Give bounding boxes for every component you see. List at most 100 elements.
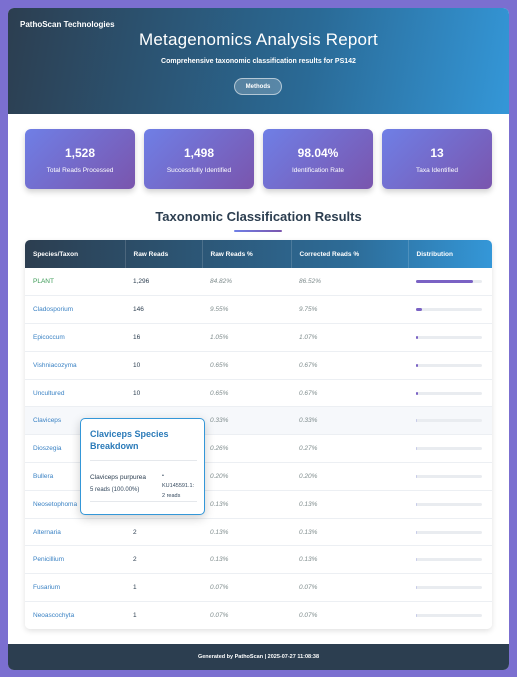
distribution-cell bbox=[408, 268, 492, 296]
table-row[interactable]: Penicillium 2 0.13% 0.13% bbox=[25, 545, 492, 574]
taxon-name[interactable]: Uncultured bbox=[33, 389, 65, 397]
distribution-bar-fill bbox=[416, 280, 474, 284]
corrected-reads-pct: 0.20% bbox=[299, 472, 318, 480]
distribution-bar bbox=[416, 308, 482, 312]
taxon-name[interactable]: Penicillium bbox=[33, 556, 65, 564]
stat-value: 1,498 bbox=[183, 146, 215, 160]
distribution-bar-fill bbox=[416, 447, 417, 451]
corrected-reads-pct: 0.07% bbox=[299, 584, 318, 592]
table-row[interactable]: Epicoccum 16 1.05% 1.07% bbox=[25, 323, 492, 352]
distribution-bar bbox=[416, 558, 482, 562]
title-underline bbox=[234, 230, 282, 232]
stat-card-total-reads: 1,528 Total Reads Processed bbox=[25, 129, 135, 189]
methods-button[interactable]: Methods bbox=[234, 78, 282, 95]
taxon-name[interactable]: Vishniacozyma bbox=[33, 361, 77, 369]
column-header-distribution[interactable]: Distribution bbox=[408, 240, 492, 268]
taxon-name[interactable]: Epicoccum bbox=[33, 333, 65, 341]
raw-reads-pct: 9.55% bbox=[210, 306, 229, 314]
distribution-bar bbox=[416, 363, 482, 367]
taxon-name[interactable]: Neoascochyta bbox=[33, 611, 75, 619]
table-row[interactable]: PLANT 1,296 84.82% 86.52% bbox=[25, 268, 492, 296]
raw-reads-pct: 1.05% bbox=[210, 333, 229, 341]
column-header-raw-reads[interactable]: Raw Reads bbox=[125, 240, 203, 268]
distribution-bar bbox=[416, 447, 482, 451]
table-body: PLANT 1,296 84.82% 86.52% Cladosporium 146 9.5… bbox=[25, 268, 492, 629]
distribution-bar-fill bbox=[416, 530, 417, 534]
corrected-reads-pct: 0.07% bbox=[299, 611, 318, 619]
distribution-bar-fill bbox=[416, 613, 417, 617]
distribution-bar-fill bbox=[416, 391, 418, 395]
distribution-bar bbox=[416, 419, 482, 423]
column-header-raw-pct[interactable]: Raw Reads % bbox=[202, 240, 292, 268]
column-header-corrected-pct[interactable]: Corrected Reads % bbox=[291, 240, 409, 268]
distribution-cell bbox=[408, 518, 492, 546]
raw-reads: 16 bbox=[133, 333, 141, 341]
distribution-bar bbox=[416, 613, 482, 617]
corrected-reads-pct: 0.27% bbox=[299, 445, 318, 453]
distribution-cell bbox=[408, 296, 492, 324]
distribution-bar-fill bbox=[416, 502, 417, 506]
distribution-cell bbox=[408, 407, 492, 435]
taxon-name[interactable]: Dioszegia bbox=[33, 445, 62, 453]
table-row[interactable]: Fusarium 1 0.07% 0.07% bbox=[25, 573, 492, 602]
corrected-reads-pct: 0.67% bbox=[299, 389, 318, 397]
table-row[interactable]: Cladosporium 146 9.55% 9.75% bbox=[25, 295, 492, 324]
distribution-cell bbox=[408, 602, 492, 629]
distribution-bar bbox=[416, 474, 482, 478]
taxon-name[interactable]: Cladosporium bbox=[33, 306, 74, 314]
table-row[interactable]: Neoascochyta 1 0.07% 0.07% bbox=[25, 601, 492, 629]
raw-reads: 10 bbox=[133, 361, 141, 369]
taxon-name[interactable]: Neosetophoma bbox=[33, 500, 78, 508]
distribution-cell bbox=[408, 435, 492, 463]
table-row[interactable]: Vishniacozyma 10 0.65% 0.67% bbox=[25, 351, 492, 380]
distribution-cell bbox=[408, 463, 492, 491]
taxon-name[interactable]: PLANT bbox=[33, 278, 54, 286]
stat-label: Taxa Identified bbox=[416, 167, 458, 174]
distribution-bar-fill bbox=[416, 335, 418, 339]
tooltip-divider bbox=[90, 501, 197, 502]
distribution-bar-fill bbox=[416, 558, 417, 562]
tooltip-accession-bullet: • bbox=[162, 473, 164, 479]
report-footer: Generated by PathoScan | 2025-07-27 11:0… bbox=[8, 644, 509, 670]
raw-reads-pct: 0.65% bbox=[210, 389, 229, 397]
stat-card-identified: 1,498 Successfully Identified bbox=[144, 129, 254, 189]
raw-reads: 2 bbox=[133, 556, 137, 564]
table-row[interactable]: Uncultured 10 0.65% 0.67% bbox=[25, 379, 492, 407]
distribution-cell bbox=[408, 351, 492, 379]
corrected-reads-pct: 0.33% bbox=[299, 417, 318, 425]
corrected-reads-pct: 0.13% bbox=[299, 556, 318, 564]
raw-reads-pct: 84.82% bbox=[210, 278, 233, 286]
raw-reads: 1 bbox=[133, 584, 137, 592]
distribution-bar-fill bbox=[416, 308, 423, 312]
table-row[interactable]: Alternaria 2 0.13% 0.13% bbox=[25, 518, 492, 546]
tooltip-species-reads: 5 reads (100.00%) bbox=[90, 487, 140, 493]
results-title: Taxonomic Classification Results bbox=[155, 209, 362, 224]
taxon-name[interactable]: Fusarium bbox=[33, 584, 61, 592]
raw-reads: 1 bbox=[133, 611, 137, 619]
distribution-bar-fill bbox=[416, 586, 417, 590]
raw-reads-pct: 0.65% bbox=[210, 361, 229, 369]
results-table: Species/Taxon Raw Reads Raw Reads % Corr… bbox=[25, 240, 492, 629]
results-table-container: Species/Taxon Raw Reads Raw Reads % Corr… bbox=[25, 240, 492, 629]
column-header-taxon[interactable]: Species/Taxon bbox=[25, 240, 126, 268]
tooltip-accession-reads: 2 reads bbox=[162, 493, 181, 499]
distribution-bar bbox=[416, 280, 482, 284]
corrected-reads-pct: 0.13% bbox=[299, 528, 318, 536]
distribution-bar bbox=[416, 335, 482, 339]
raw-reads: 1,296 bbox=[133, 278, 150, 286]
stats-cards: 1,528 Total Reads Processed 1,498 Succes… bbox=[25, 129, 492, 189]
corrected-reads-pct: 9.75% bbox=[299, 306, 318, 314]
taxon-name[interactable]: Claviceps bbox=[33, 417, 62, 425]
raw-reads-pct: 0.26% bbox=[210, 445, 229, 453]
company-name: PathoScan Technologies bbox=[20, 20, 115, 29]
tooltip-title: Claviceps Species Breakdown bbox=[90, 429, 169, 451]
distribution-cell bbox=[408, 490, 492, 518]
taxon-name[interactable]: Bullera bbox=[33, 472, 54, 480]
stat-label: Successfully Identified bbox=[166, 167, 232, 174]
corrected-reads-pct: 0.13% bbox=[299, 500, 318, 508]
raw-reads-pct: 0.07% bbox=[210, 584, 229, 592]
distribution-bar-fill bbox=[416, 363, 418, 367]
distribution-cell bbox=[408, 379, 492, 407]
taxon-name[interactable]: Alternaria bbox=[33, 528, 61, 536]
raw-reads-pct: 0.13% bbox=[210, 500, 229, 508]
